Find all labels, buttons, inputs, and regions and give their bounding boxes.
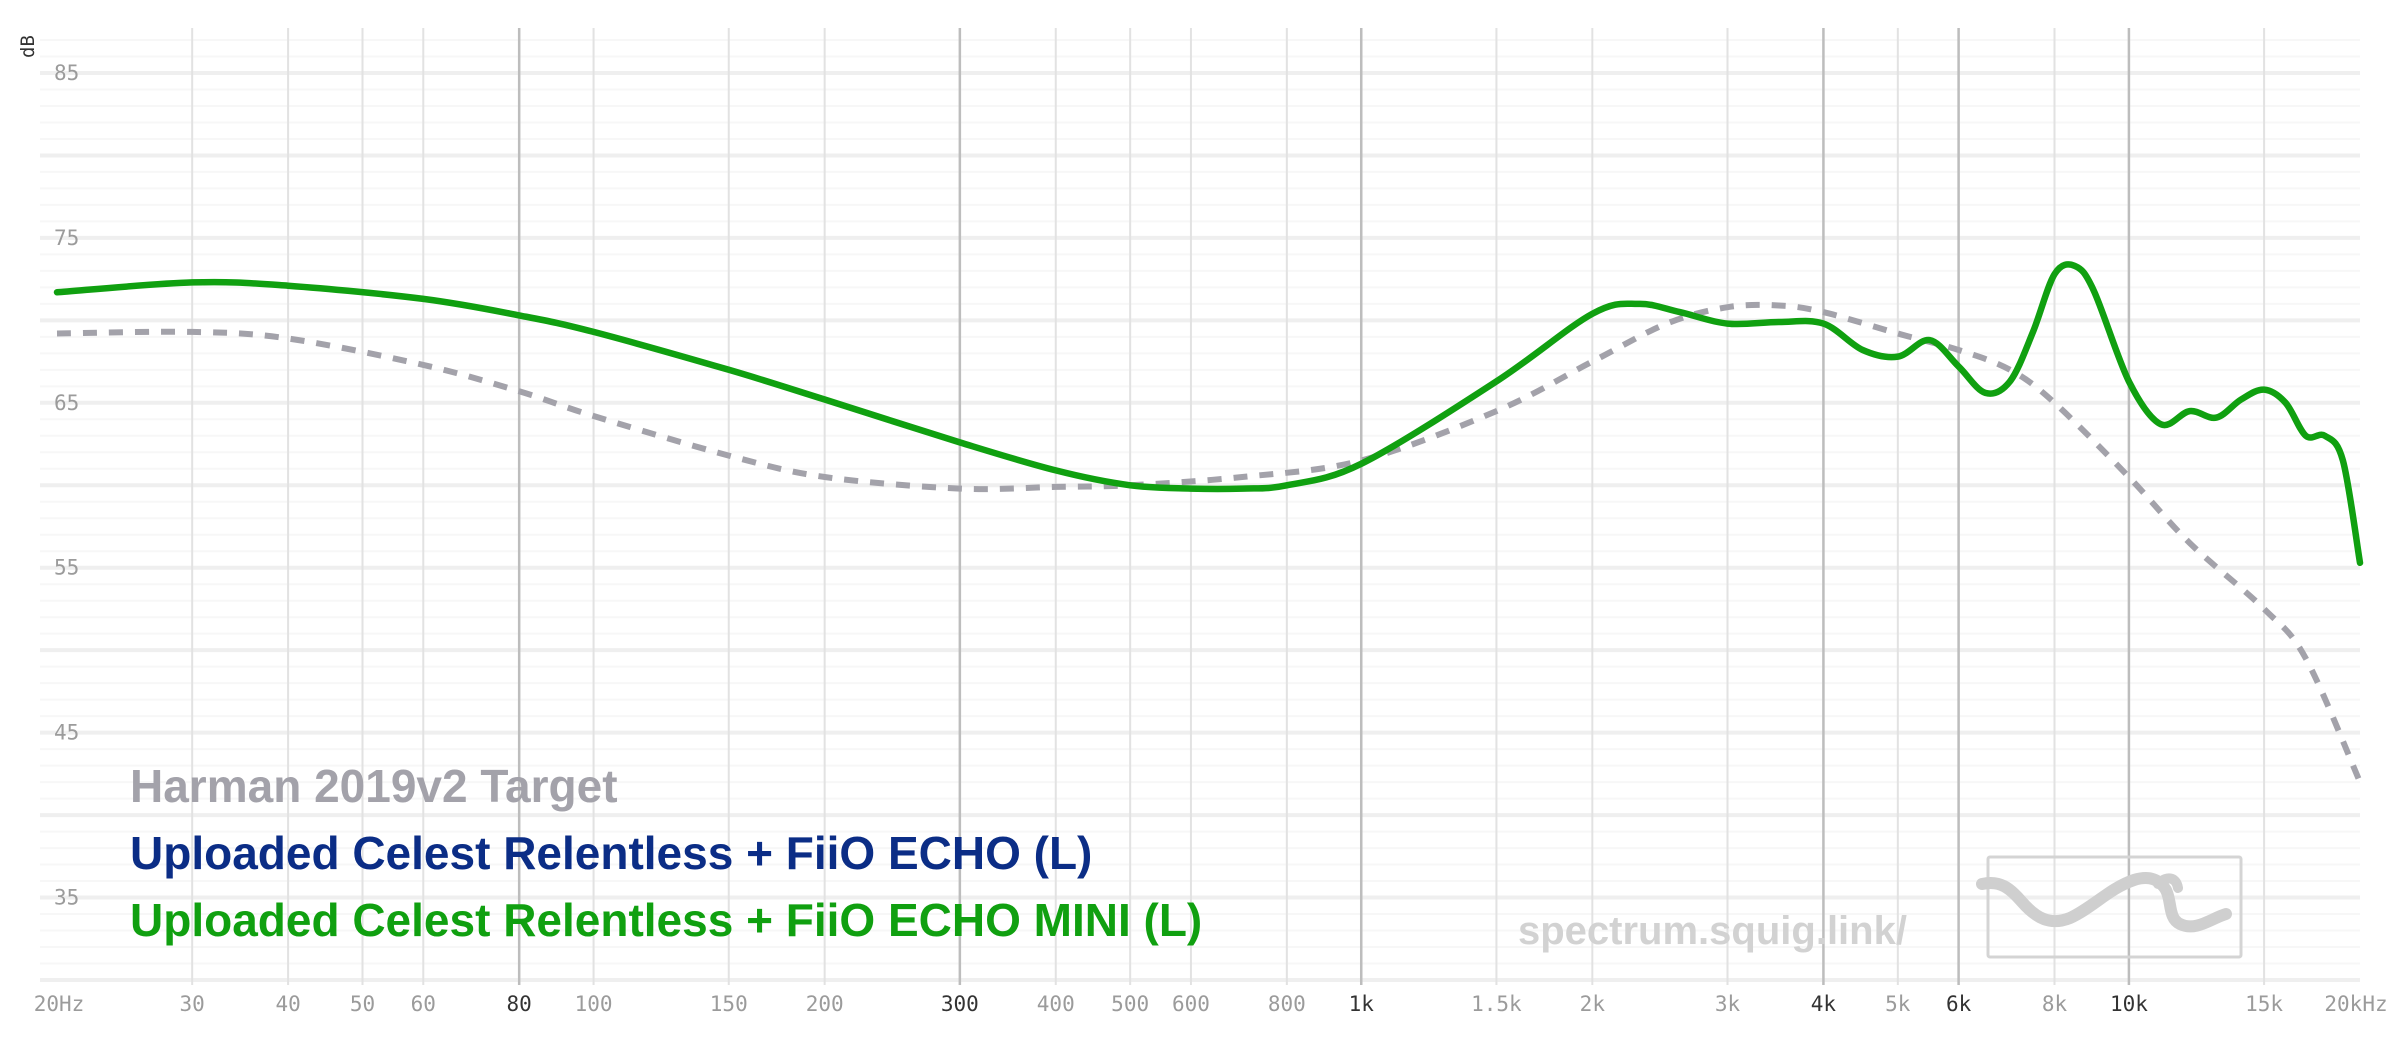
x-tick-label: 1k bbox=[1349, 992, 1375, 1016]
x-tick-label: 500 bbox=[1111, 992, 1149, 1016]
legend: Harman 2019v2 Target Uploaded Celest Rel… bbox=[130, 760, 1202, 946]
x-tick-label: 15k bbox=[2245, 992, 2283, 1016]
x-tick-label: 20kHz bbox=[2324, 992, 2387, 1016]
x-tick-label: 4k bbox=[1811, 992, 1837, 1016]
series-line-harman-2019v2-target bbox=[56, 301, 2363, 784]
squiggle-logo-icon bbox=[1976, 855, 2243, 959]
legend-item-echo[interactable]: Uploaded Celest Relentless + FiiO ECHO (… bbox=[130, 827, 1092, 879]
y-axis-ticks: 85 75 65 55 45 35 bbox=[54, 61, 79, 910]
horizontal-grid bbox=[40, 39, 2360, 982]
y-tick-label: 55 bbox=[54, 556, 79, 580]
x-tick-label: 60 bbox=[411, 992, 436, 1016]
y-tick-label: 35 bbox=[54, 886, 79, 910]
x-tick-label: 100 bbox=[575, 992, 613, 1016]
x-tick-label: 200 bbox=[806, 992, 844, 1016]
x-tick-label: 3k bbox=[1715, 992, 1741, 1016]
legend-item-target[interactable]: Harman 2019v2 Target bbox=[130, 760, 618, 812]
x-tick-label: 300 bbox=[941, 992, 979, 1016]
x-tick-label: 6k bbox=[1946, 992, 1972, 1016]
series-line-uploaded-celest-relentless-fiio-echo-mini-l bbox=[53, 261, 2364, 567]
x-tick-label: 10k bbox=[2110, 992, 2148, 1016]
x-tick-label: 400 bbox=[1037, 992, 1075, 1016]
y-tick-label: 75 bbox=[54, 226, 79, 250]
x-axis-ticks: 20Hz 30 40 50 60 80 100 150 200 300 400 500 600 800 1k… bbox=[34, 992, 2388, 1016]
x-tick-label: 30 bbox=[180, 992, 205, 1016]
x-tick-label: 50 bbox=[350, 992, 375, 1016]
x-tick-label: 800 bbox=[1268, 992, 1306, 1016]
x-tick-label: 20Hz bbox=[34, 992, 85, 1016]
y-tick-label: 65 bbox=[54, 391, 79, 415]
y-axis-label: dB bbox=[17, 35, 39, 58]
x-tick-label: 8k bbox=[2042, 992, 2068, 1016]
vertical-grid bbox=[191, 28, 2266, 985]
x-tick-label: 5k bbox=[1885, 992, 1911, 1016]
series-layer bbox=[53, 261, 2364, 784]
watermark: spectrum.squig.link/ bbox=[1518, 855, 2243, 959]
x-tick-label: 40 bbox=[275, 992, 300, 1016]
watermark-text: spectrum.squig.link/ bbox=[1518, 909, 1907, 953]
x-tick-label: 150 bbox=[710, 992, 748, 1016]
y-tick-label: 85 bbox=[54, 61, 79, 85]
x-tick-label: 2k bbox=[1580, 992, 1606, 1016]
x-tick-label: 80 bbox=[507, 992, 532, 1016]
x-tick-label: 1.5k bbox=[1471, 992, 1522, 1016]
x-tick-label: 600 bbox=[1172, 992, 1210, 1016]
legend-item-echo-mini[interactable]: Uploaded Celest Relentless + FiiO ECHO M… bbox=[130, 894, 1202, 946]
y-tick-label: 45 bbox=[54, 721, 79, 745]
